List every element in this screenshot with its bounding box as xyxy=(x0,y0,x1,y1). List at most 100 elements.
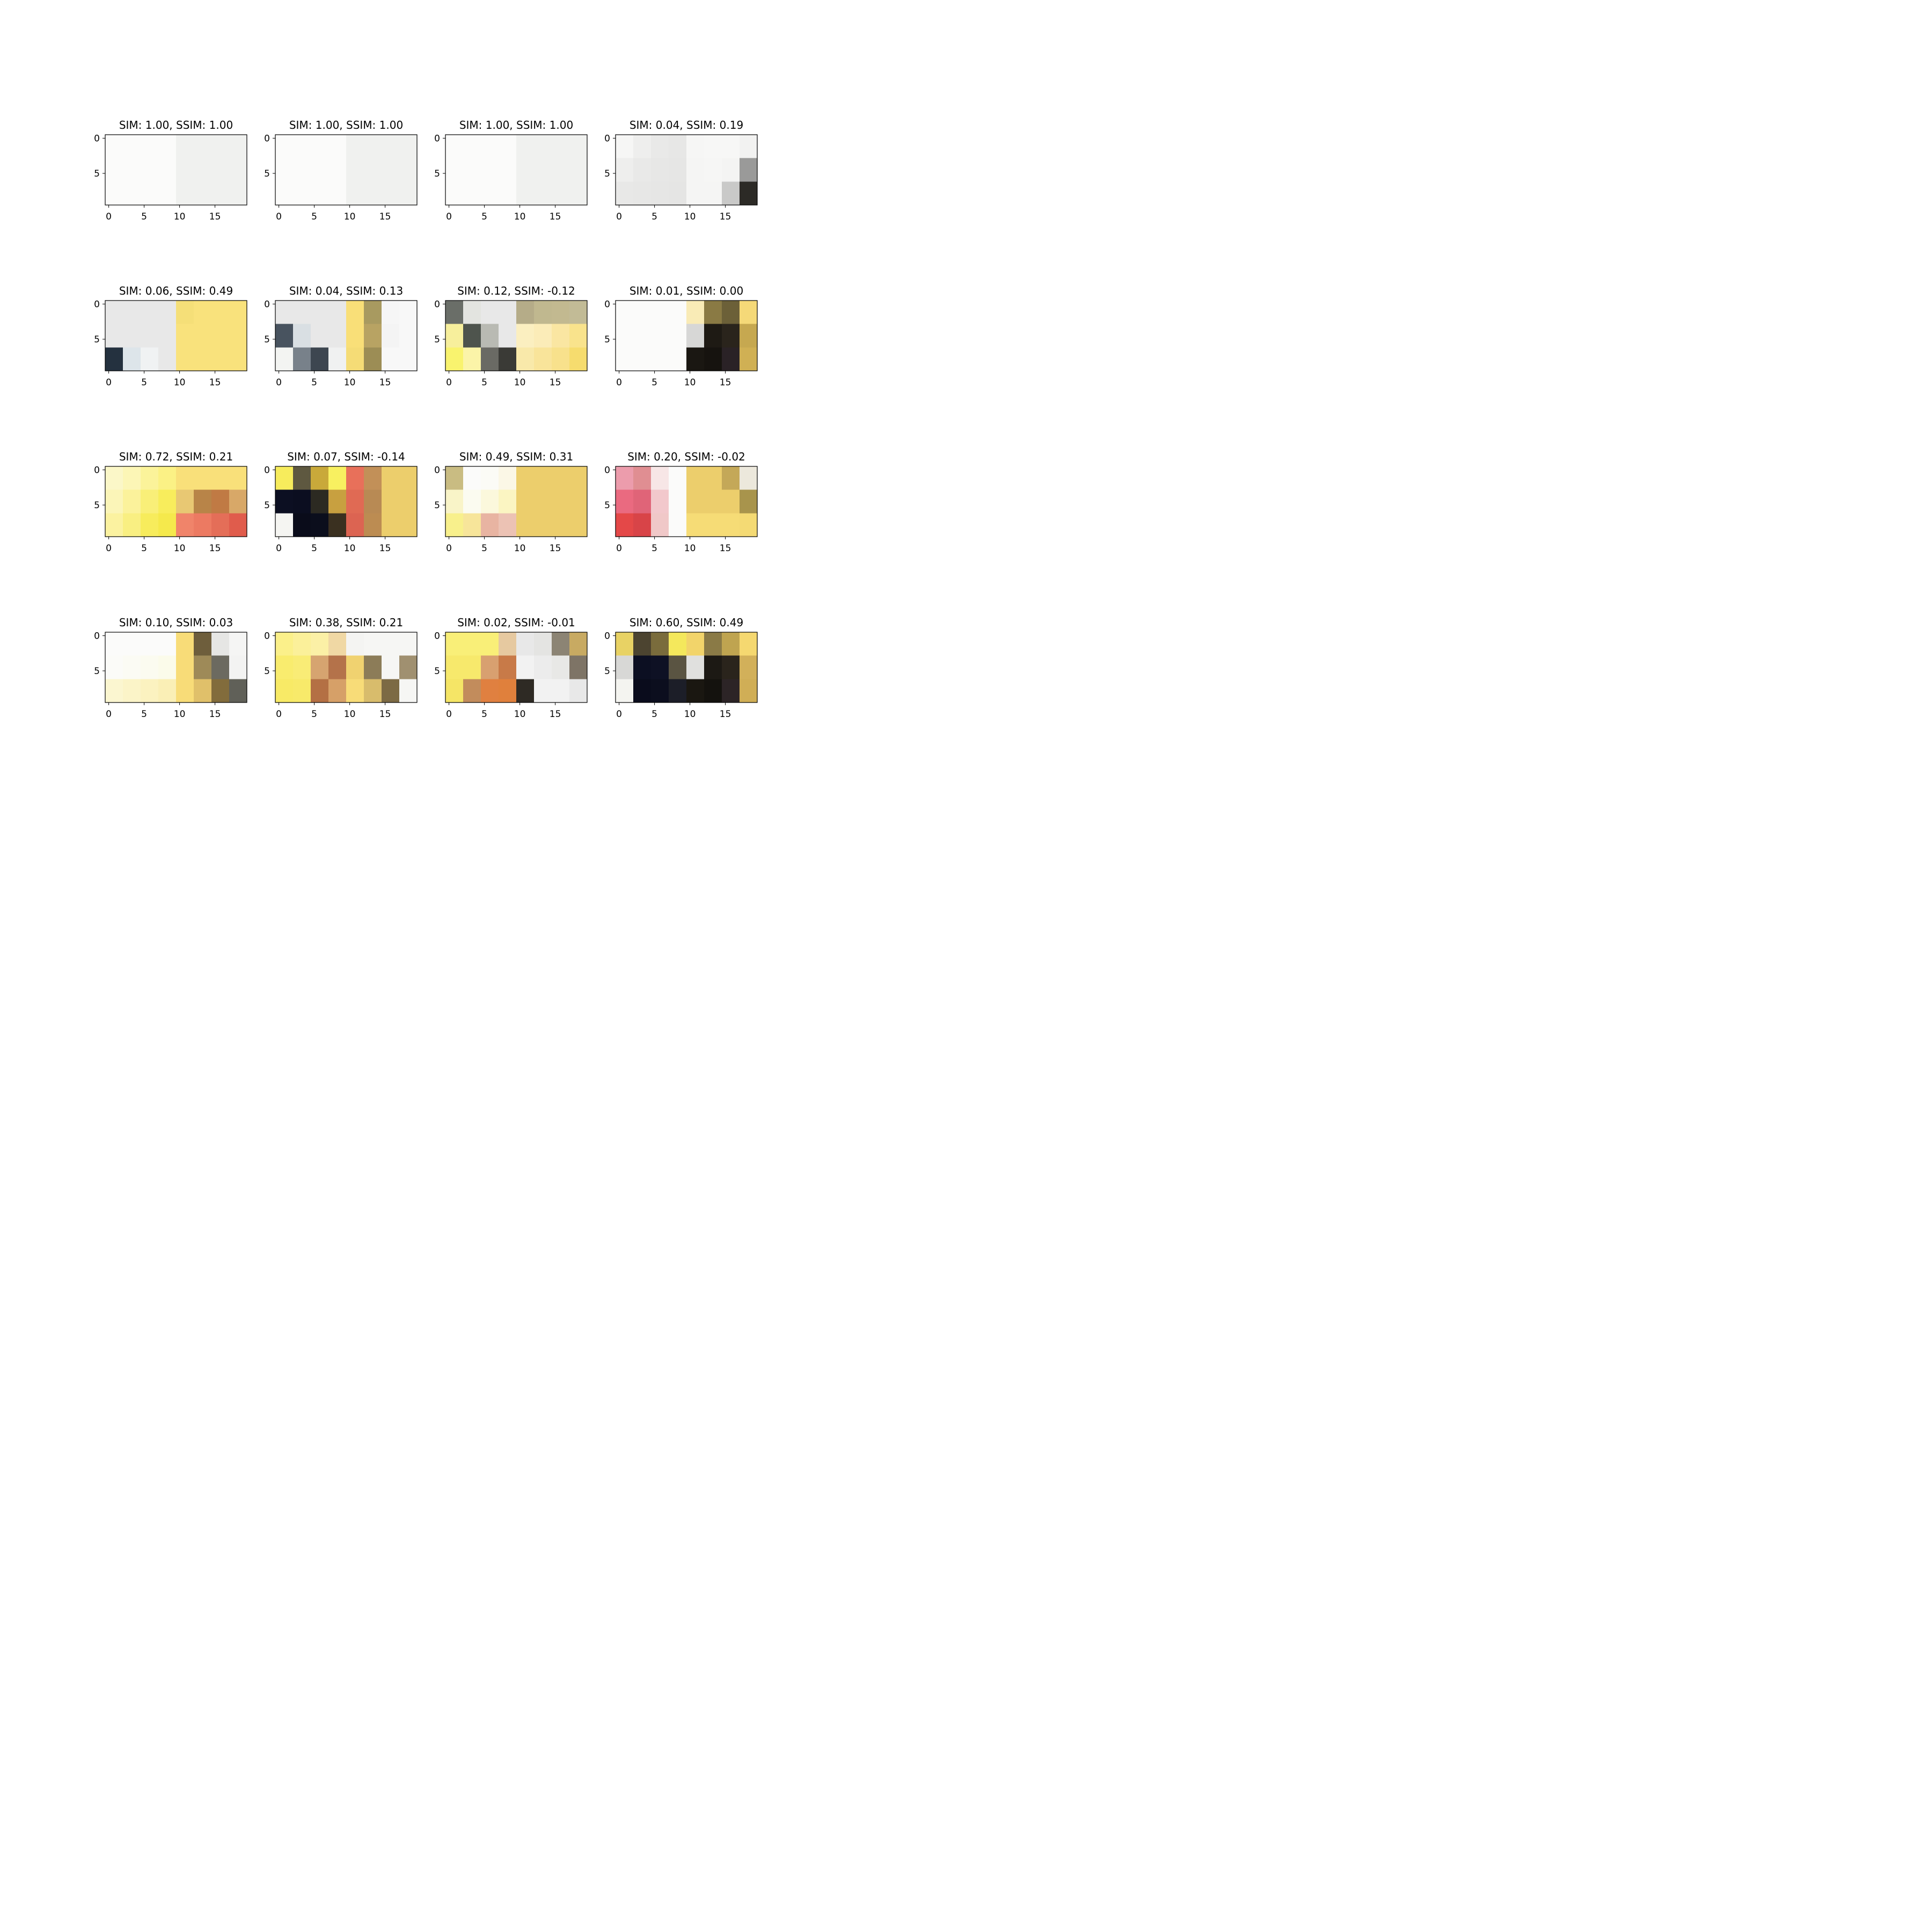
image-pixel-left xyxy=(651,679,669,703)
image-pixel-left xyxy=(616,466,634,491)
image-pixel-right xyxy=(534,679,552,703)
image-pixel-right xyxy=(569,347,588,371)
image-pixel-right xyxy=(569,655,588,679)
axes-frame xyxy=(275,134,418,206)
image-pixel-left xyxy=(105,135,177,206)
image-pixel-right xyxy=(686,301,705,325)
image-pixel-right xyxy=(176,513,194,537)
image-pixel-left xyxy=(311,489,329,514)
y-tick-label: 0 xyxy=(264,299,270,310)
image-pixel-left xyxy=(105,324,123,348)
image-pixel-left xyxy=(293,489,311,514)
image-pixel-right xyxy=(346,324,364,348)
y-tick-label: 5 xyxy=(94,334,100,345)
x-tick-label: 15 xyxy=(209,211,221,222)
image-pixel-right xyxy=(346,301,364,325)
image-pixel-right xyxy=(399,513,418,537)
image-pixel-right xyxy=(686,513,705,537)
image-pixel-right xyxy=(722,181,740,206)
image-pixel-right xyxy=(364,347,382,371)
image-pixel-left xyxy=(275,655,294,679)
image-pixel-right xyxy=(722,632,740,656)
image-pixel-right xyxy=(399,347,418,371)
x-tick-label: 10 xyxy=(344,211,356,222)
image-pixel-left xyxy=(669,489,687,514)
x-tick-label: 0 xyxy=(446,377,452,388)
image-pixel-left xyxy=(445,655,464,679)
image-pixel-right xyxy=(176,489,194,514)
image-pixel-right xyxy=(194,347,212,371)
panel-title: SIM: 0.38, SSIM: 0.21 xyxy=(289,616,403,629)
axes-frame xyxy=(105,134,247,206)
panel-title: SIM: 0.49, SSIM: 0.31 xyxy=(459,450,573,463)
image-pixel-left xyxy=(463,466,481,491)
image-pixel-right xyxy=(399,489,418,514)
image-pixel-left xyxy=(158,489,177,514)
x-tick-label: 15 xyxy=(209,709,221,720)
image-pixel-left xyxy=(328,347,347,371)
image-pixel-right xyxy=(211,301,230,325)
image-pixel-left xyxy=(651,632,669,656)
x-tick-label: 15 xyxy=(550,543,561,554)
image-pixel-left xyxy=(481,324,499,348)
panel-title: SIM: 0.12, SSIM: -0.12 xyxy=(457,284,575,297)
image-pixel-left xyxy=(499,347,517,371)
image-pixel-left xyxy=(158,679,177,703)
image-pixel-left xyxy=(463,655,481,679)
panel-title: SIM: 0.20, SSIM: -0.02 xyxy=(627,450,745,463)
image-pixel-right xyxy=(704,632,722,656)
subplot-panel: SIM: 0.06, SSIM: 0.49 0 5 10 15 0 5 xyxy=(94,284,247,388)
image-pixel-right xyxy=(740,466,758,491)
subplot-panel: SIM: 1.00, SSIM: 1.00 0 5 10 15 0 5 xyxy=(264,119,418,222)
image-pixel-right xyxy=(686,181,705,206)
image-pixel-right xyxy=(176,632,194,656)
image-pixel-right xyxy=(211,655,230,679)
x-tick-label: 10 xyxy=(344,377,356,388)
image-pixel-right xyxy=(382,324,400,348)
subplot-panel: SIM: 0.60, SSIM: 0.49 0 5 10 15 0 5 xyxy=(604,616,758,720)
axes-frame xyxy=(275,300,418,371)
image-pixel-left xyxy=(463,632,481,656)
image-pixel-left xyxy=(105,679,123,703)
image-pixel-right xyxy=(704,489,722,514)
image-pixel-left xyxy=(293,301,311,325)
image-pixel-right xyxy=(382,655,400,679)
image-pixel-right xyxy=(704,513,722,537)
image-pixel-right xyxy=(686,158,705,182)
image-pixel-right xyxy=(211,466,230,491)
axes-frame xyxy=(445,300,588,371)
image-pixel-left xyxy=(105,489,123,514)
y-tick-label: 5 xyxy=(94,169,100,179)
image-pixel-left xyxy=(141,466,159,491)
x-tick-label: 5 xyxy=(141,709,147,720)
image-pixel-left xyxy=(141,324,159,348)
image-pixel-right xyxy=(552,679,570,703)
x-tick-label: 15 xyxy=(379,543,391,554)
image-pixel-right xyxy=(364,466,382,491)
x-tick-label: 10 xyxy=(344,709,356,720)
x-tick-label: 10 xyxy=(514,709,526,720)
image-pixel-left xyxy=(311,655,329,679)
image-pixel-right xyxy=(686,489,705,514)
image-pixel-right xyxy=(552,324,570,348)
image-pixel-right xyxy=(686,466,705,491)
x-tick-label: 15 xyxy=(720,709,731,720)
panel-title: SIM: 0.04, SSIM: 0.13 xyxy=(289,284,403,297)
image-pixel-right xyxy=(382,679,400,703)
image-pixel-right xyxy=(534,655,552,679)
image-pixel-right xyxy=(722,324,740,348)
x-tick-label: 5 xyxy=(481,377,487,388)
image-pixel-right xyxy=(346,466,364,491)
image-pixel-right xyxy=(516,679,535,703)
y-tick-label: 5 xyxy=(94,666,100,677)
image-pixel-right xyxy=(194,632,212,656)
subplot-panel: SIM: 0.04, SSIM: 0.13 0 5 10 15 0 5 xyxy=(264,284,418,388)
image-pixel-left xyxy=(158,466,177,491)
image-pixel-left xyxy=(275,301,294,325)
image-pixel-right xyxy=(516,347,535,371)
y-tick-label: 5 xyxy=(434,500,440,511)
x-tick-label: 0 xyxy=(276,709,282,720)
y-tick-label: 5 xyxy=(264,500,270,511)
image-pixel-left xyxy=(123,466,141,491)
x-tick-label: 10 xyxy=(174,377,186,388)
